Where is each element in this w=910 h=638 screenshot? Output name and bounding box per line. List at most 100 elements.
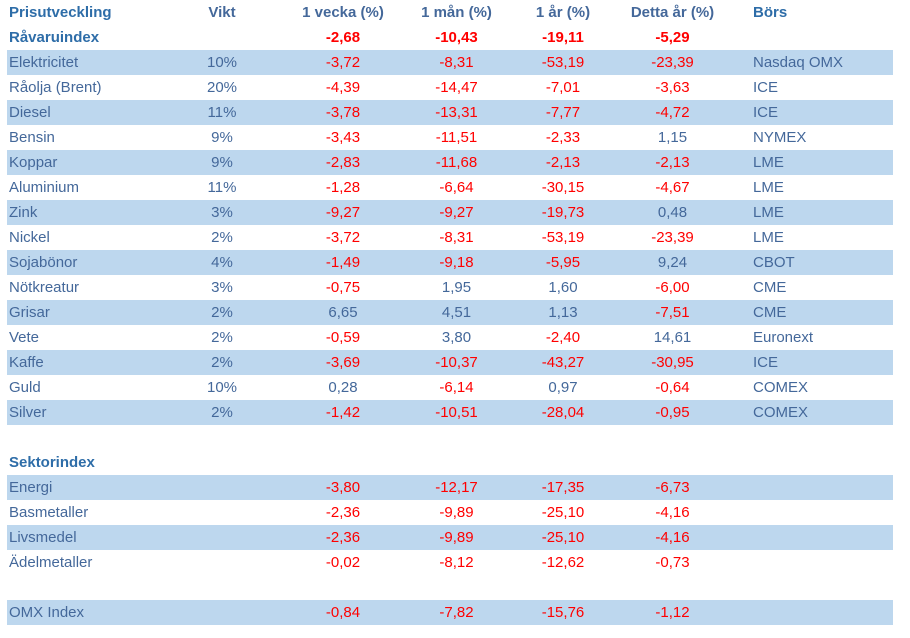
cell-1-ar: -19,73 [511,200,615,225]
cell-detta-ar: -23,39 [651,229,694,246]
cell-1-man: -8,12 [439,554,474,571]
cell-bors: ICE [730,100,893,125]
cell-1-man: -11,51 [435,129,478,146]
cell-detta-ar: -7,51 [615,300,730,325]
section-header-row: Sektorindex [7,450,893,475]
row-label: Guld [9,379,41,396]
cell-1-ar: -15,76 [511,600,615,625]
row-label: Råolja (Brent) [9,79,102,96]
row-label: Koppar [7,150,160,175]
row-label: Grisar [7,300,160,325]
cell-1-ar: -12,62 [541,554,585,571]
cell-1-ar: -25,10 [511,525,615,550]
cell-1-ar: -43,27 [511,350,615,375]
cell-bors: COMEX [753,379,809,396]
cell-detta-ar: 9,24 [615,250,730,275]
cell-detta-ar: -6,73 [615,475,730,500]
cell-1-man: -9,27 [402,200,511,225]
cell-detta-ar: -6,00 [655,279,690,296]
table-row: Koppar 9% -2,83 -11,68 -2,13 -2,13 LME [7,150,893,175]
cell-detta-ar: -4,72 [615,100,730,125]
cell-1-vecka: -4,39 [325,79,361,96]
table-row: Silver 2% -1,42 -10,51 -28,04 -0,95 COME… [7,400,893,425]
spacer-row [7,425,893,450]
table-row: Råolja (Brent) 20% -4,39 -14,47 -7,01 -3… [7,75,893,100]
price-development-table: Prisutveckling Vikt 1 vecka (%) 1 mån (%… [7,0,893,625]
header-prisutveckling: Prisutveckling [9,4,112,21]
cell-bors: LME [753,179,784,196]
cell-bors [730,25,893,50]
cell-detta-ar: 14,61 [653,329,692,346]
cell-1-vecka: -9,27 [284,200,402,225]
table-row: Aluminium 11% -1,28 -6,64 -30,15 -4,67 L… [7,175,893,200]
cell-1-man: -10,51 [402,400,511,425]
cell-bors: LME [730,150,893,175]
cell-detta-ar: -0,73 [655,554,690,571]
cell-1-ar: -7,77 [511,100,615,125]
cell-bors: ICE [753,79,779,96]
cell-1-vecka: -3,80 [284,475,402,500]
cell-1-vecka: -1,49 [284,250,402,275]
cell-vikt: 2% [160,350,284,375]
cell-vikt: 2% [211,329,233,346]
cell-1-man: -14,47 [435,79,478,96]
cell-1-man: -9,89 [402,525,511,550]
cell-bors: CME [753,279,787,296]
cell-1-vecka: -1,28 [325,179,361,196]
cell-1-vecka: -2,68 [325,29,361,46]
cell-1-vecka: -0,84 [284,600,402,625]
cell-1-ar: -25,10 [541,504,585,521]
header-1-vecka: 1 vecka (%) [302,4,384,21]
table-row: Energi -3,80 -12,17 -17,35 -6,73 [7,475,893,500]
table-row: Råvaruindex -2,68 -10,43 -19,11 -5,29 [7,25,893,50]
header-vikt: Vikt [208,4,236,21]
cell-vikt: 3% [160,200,284,225]
cell-1-man: -12,17 [402,475,511,500]
table-row: Diesel 11% -3,78 -13,31 -7,77 -4,72 ICE [7,100,893,125]
cell-1-vecka: -3,69 [284,350,402,375]
cell-1-vecka: -2,83 [284,150,402,175]
table-row: Bensin 9% -3,43 -11,51 -2,33 1,15 NYMEX [7,125,893,150]
section-title: Sektorindex [9,454,95,471]
spacer-row [7,575,893,600]
table-row: OMX Index -0,84 -7,82 -15,76 -1,12 [7,600,893,625]
cell-1-vecka: 6,65 [284,300,402,325]
cell-1-ar: -19,11 [542,29,584,46]
cell-1-vecka: -2,36 [325,504,361,521]
table-row: Livsmedel -2,36 -9,89 -25,10 -4,16 [7,525,893,550]
cell-bors: COMEX [730,400,893,425]
row-label: Zink [7,200,160,225]
cell-vikt: 2% [160,400,284,425]
table-row: Vete 2% -0,59 3,80 -2,40 14,61 Euronext [7,325,893,350]
row-label: Bensin [9,129,55,146]
table-row: Basmetaller -2,36 -9,89 -25,10 -4,16 [7,500,893,525]
row-label: Sojabönor [7,250,160,275]
cell-vikt: 11% [160,100,284,125]
cell-detta-ar: -4,16 [655,504,690,521]
row-label: Nickel [9,229,50,246]
cell-detta-ar: -30,95 [615,350,730,375]
cell-1-man: -6,14 [439,379,474,396]
cell-1-ar: -30,15 [541,179,585,196]
cell-detta-ar: -0,64 [655,379,690,396]
cell-1-man: -11,68 [402,150,511,175]
table-row: Kaffe 2% -3,69 -10,37 -43,27 -30,95 ICE [7,350,893,375]
cell-detta-ar: -4,16 [615,525,730,550]
cell-vikt: 3% [211,279,233,296]
table-row: Guld 10% 0,28 -6,14 0,97 -0,64 COMEX [7,375,893,400]
row-label: Energi [7,475,160,500]
cell-vikt: 2% [160,300,284,325]
cell-1-vecka: 0,28 [328,379,358,396]
cell-1-ar: -2,13 [511,150,615,175]
cell-1-vecka: -3,43 [325,129,361,146]
cell-bors: Euronext [753,329,814,346]
table-row: Zink 3% -9,27 -9,27 -19,73 0,48 LME [7,200,893,225]
cell-detta-ar: -3,63 [655,79,690,96]
cell-detta-ar: -2,13 [615,150,730,175]
header-1-man: 1 mån (%) [421,4,492,21]
cell-1-man: -9,18 [402,250,511,275]
row-label: Ädelmetaller [9,554,93,571]
cell-detta-ar: -4,67 [655,179,690,196]
cell-1-man: -10,37 [402,350,511,375]
cell-bors: Nasdaq OMX [730,50,893,75]
